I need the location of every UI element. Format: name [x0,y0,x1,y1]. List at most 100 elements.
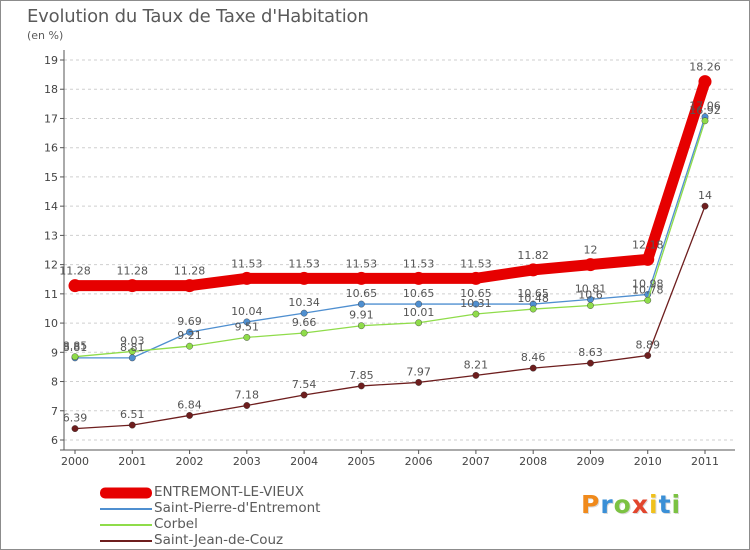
chart-unit-label: (en %) [27,29,64,42]
x-tick-label: 2003 [233,455,261,468]
data-label: 9.69 [177,315,202,328]
legend-item: Saint-Jean-de-Couz [100,532,400,549]
y-tick-label: 19 [44,54,58,67]
x-tick-label: 2007 [462,455,490,468]
data-label: 14 [698,189,712,202]
data-point [71,353,79,361]
data-label: 9.66 [292,316,317,329]
data-label: 10.65 [517,287,549,300]
data-point [641,252,655,266]
data-point [529,364,537,372]
data-point [354,271,368,285]
legend-swatch [100,524,152,526]
data-label: 10.81 [575,282,607,295]
data-point [68,279,82,293]
y-tick-label: 13 [44,229,58,242]
data-point [186,412,193,419]
logo-letter: t [658,490,672,519]
data-point [300,329,308,337]
data-label: 10.48 [517,292,549,305]
data-point [243,318,251,326]
data-label: 6.51 [120,408,145,421]
y-tick-label: 14 [44,200,58,213]
y-tick-label: 6 [51,434,58,447]
x-tick-label: 2001 [118,455,146,468]
series-line [74,120,706,358]
data-label: 8.63 [578,346,603,359]
data-label: 16.92 [689,104,721,117]
y-tick-label: 8 [51,376,58,389]
data-point [472,300,480,308]
data-point [587,359,594,367]
data-label: 11.28 [174,265,206,278]
x-tick-label: 2005 [347,455,375,468]
data-label: 8.89 [635,339,660,352]
y-tick-label: 12 [44,259,58,272]
y-tick-label: 18 [44,83,58,96]
data-label: 8.81 [63,341,88,354]
data-point [71,425,79,432]
logo-letter: r [600,490,614,519]
data-label: 7.85 [349,369,374,382]
data-label: 9.21 [177,329,202,342]
legend-item: ENTREMONT-LE-VIEUX [100,484,400,501]
logo-letter: i [649,490,659,519]
data-point [125,279,139,293]
x-tick-label: 2006 [405,455,433,468]
data-label: 18.26 [689,61,721,74]
data-point [357,382,365,390]
data-label: 11.82 [517,249,549,262]
data-label: 10.31 [460,297,492,310]
data-point [415,300,423,308]
data-label: 8.85 [63,340,88,353]
data-label: 10.98 [632,277,664,290]
data-point [128,348,136,355]
data-point [300,309,308,317]
data-point [183,279,197,293]
data-point [472,310,480,318]
legend-swatch [100,508,152,510]
y-tick-label: 9 [51,346,58,359]
y-tick-label: 7 [51,405,58,418]
data-label: 10.34 [288,296,320,309]
data-label: 9.03 [120,334,145,347]
y-tick-label: 17 [44,112,58,125]
data-label: 10.65 [460,287,492,300]
legend-item: Saint-Pierre-d'Entremont [100,500,400,517]
data-point [412,271,426,285]
legend-label: Corbel [154,516,198,532]
x-tick-label: 2009 [576,455,604,468]
legend-item: Corbel [100,516,400,533]
chart-legend: ENTREMONT-LE-VIEUX Saint-Pierre-d'Entremo… [100,484,400,549]
data-label: 11.53 [288,257,320,270]
data-point [186,328,193,336]
data-point [415,379,423,386]
data-label: 6.39 [63,412,88,425]
data-label: 10.65 [403,287,435,300]
data-label: 17.06 [689,100,721,113]
data-label: 9.51 [235,320,260,333]
y-tick-label: 11 [44,288,58,301]
data-label: 7.97 [406,365,431,378]
data-point [357,300,365,308]
x-tick-label: 2011 [691,455,719,468]
data-label: 12.18 [632,238,664,251]
data-label: 11.28 [59,265,91,278]
data-label: 8.21 [464,358,489,371]
data-point [587,302,594,309]
data-label: 6.84 [177,398,202,411]
x-tick-label: 2000 [61,455,89,468]
data-point [357,322,365,330]
legend-swatch [100,540,152,542]
data-point [128,354,136,362]
data-point [297,271,311,285]
data-point [526,263,540,277]
y-tick-label: 10 [44,317,58,330]
y-tick-label: 15 [44,171,58,184]
logo-letter: P [581,490,601,519]
data-point [128,421,136,429]
data-label: 8.81 [120,341,145,354]
data-label: 7.54 [292,378,317,391]
series-line [74,205,706,430]
